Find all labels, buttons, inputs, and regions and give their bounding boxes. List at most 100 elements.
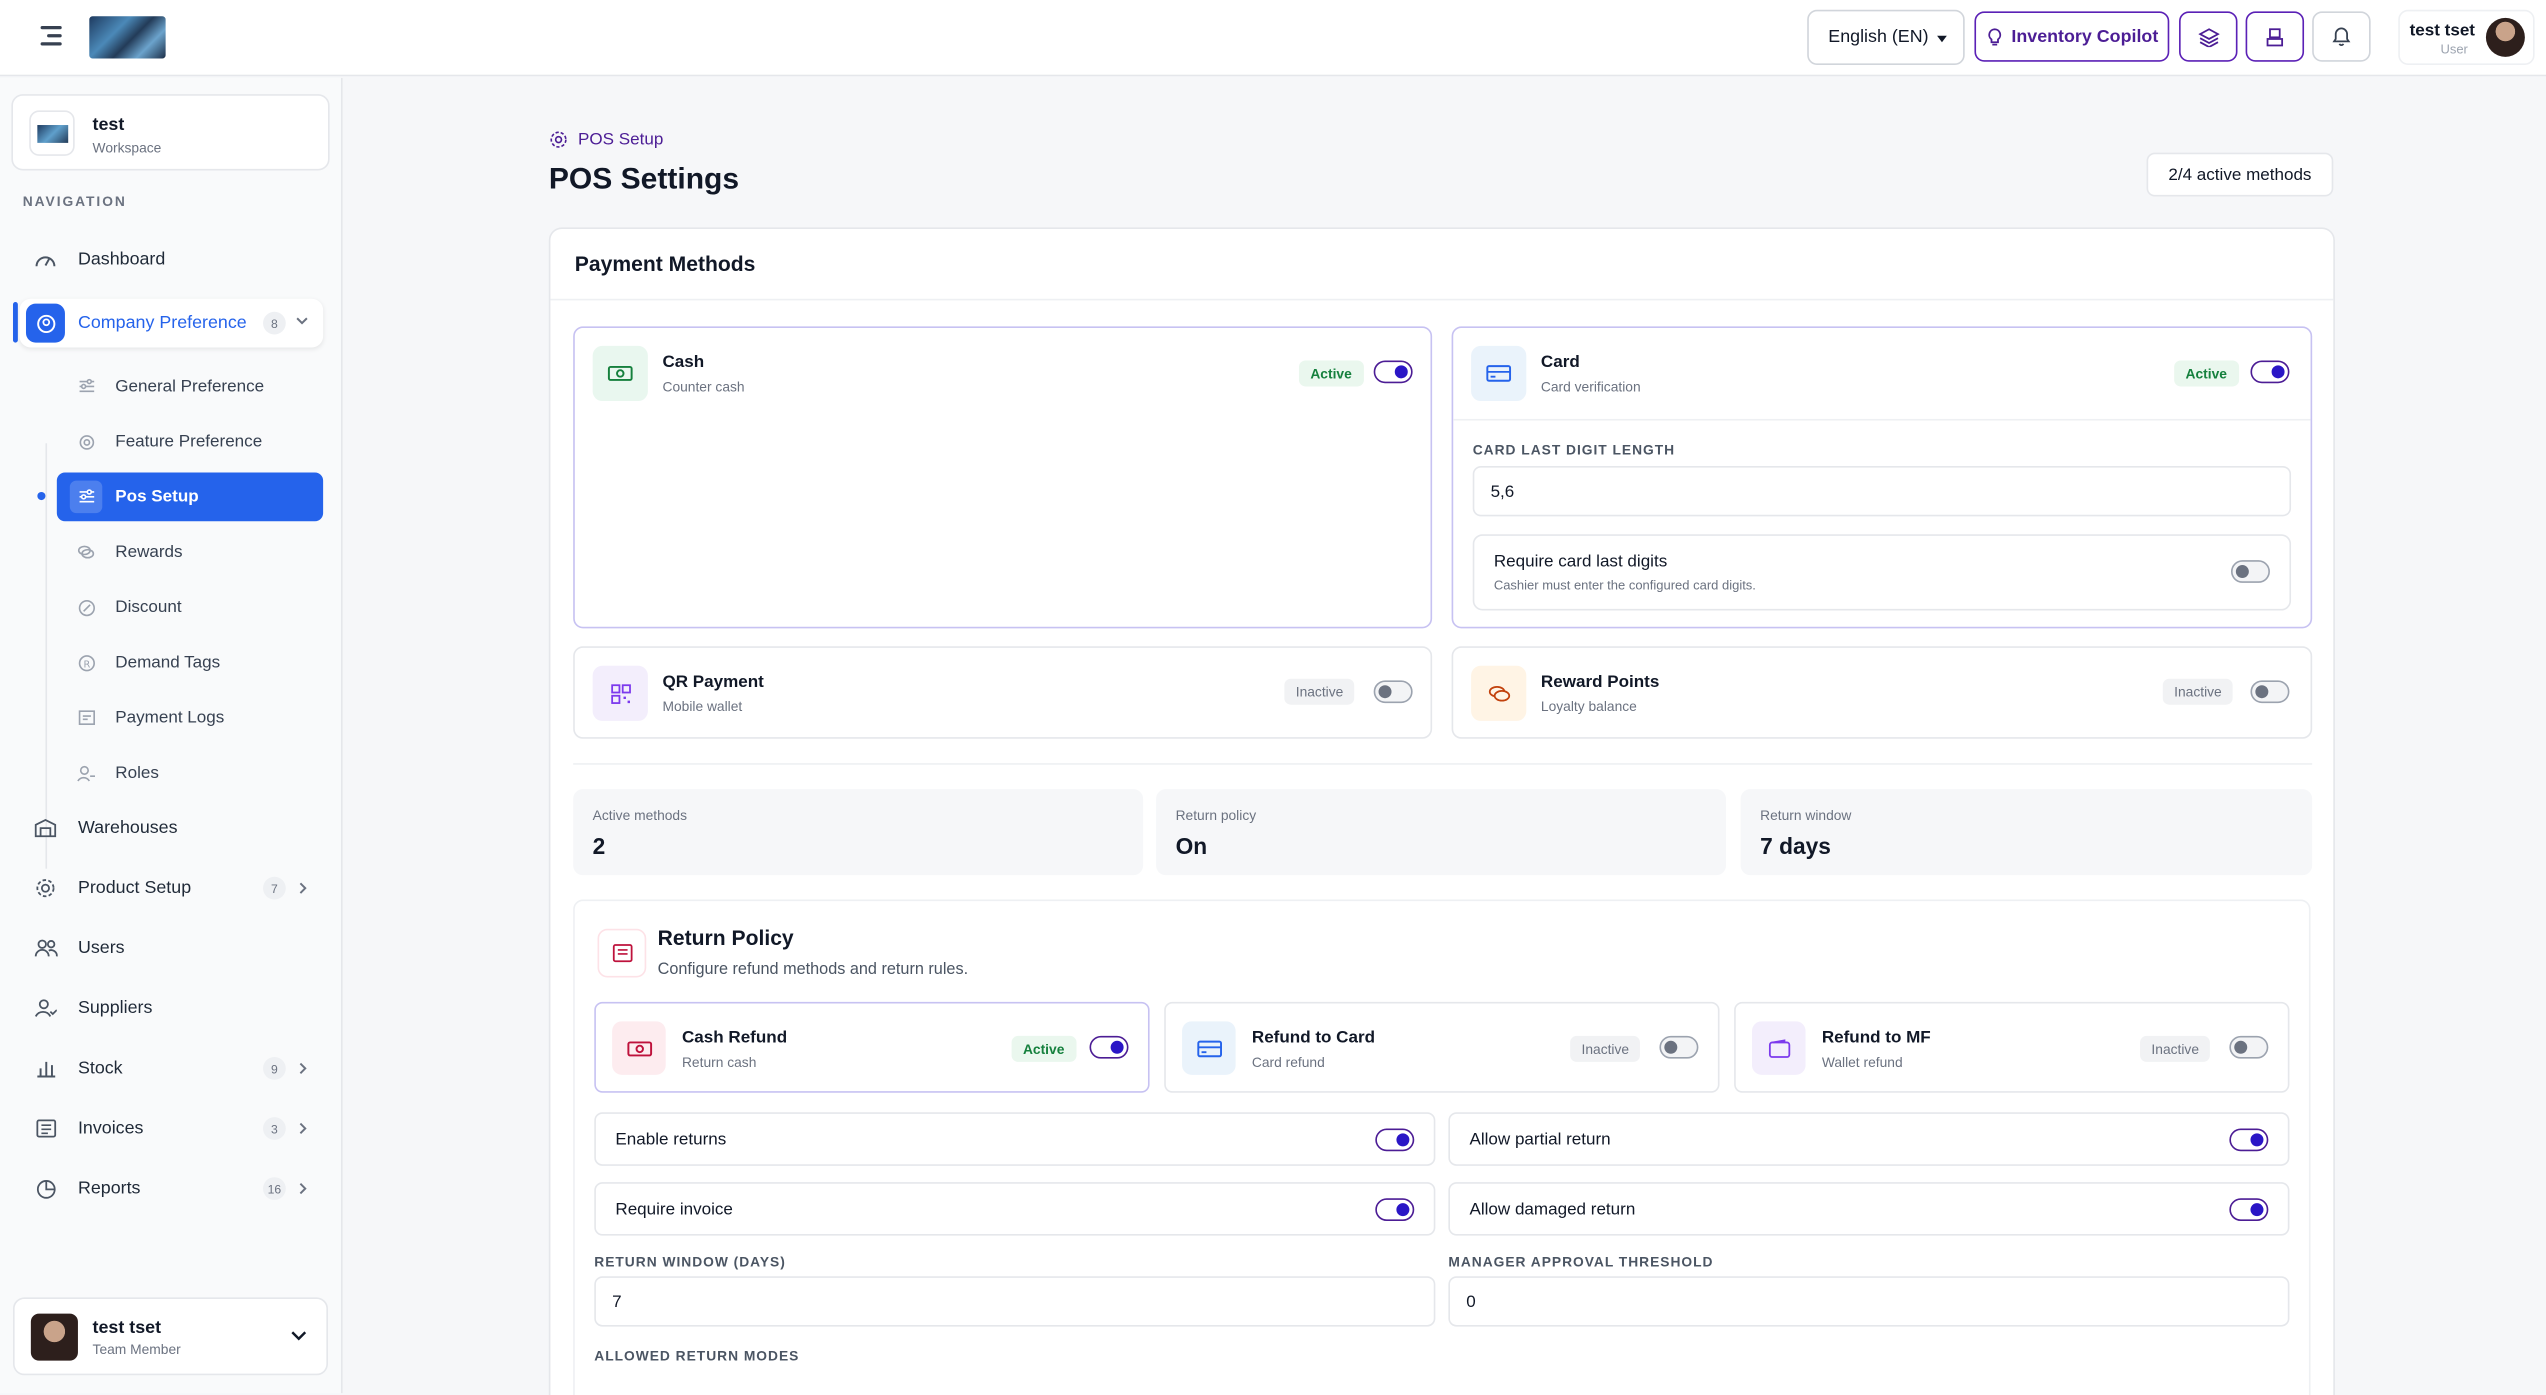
app-logo[interactable] (89, 16, 166, 59)
refund-mode-cash[interactable]: Cash Refund Return cash Active (594, 1001, 1150, 1093)
return-policy-desc: Configure refund methods and return rule… (657, 961, 969, 980)
sidebar-subitem-general-preference[interactable]: General Preference (57, 362, 323, 411)
count-badge: 8 (263, 311, 286, 335)
card-header: Payment Methods (550, 229, 2334, 301)
require-digits-title: Require card last digits (1493, 552, 1668, 572)
cash-refund-toggle[interactable] (1089, 1035, 1129, 1059)
chevron-right-icon[interactable] (299, 1122, 309, 1135)
pos-terminal-button[interactable] (2245, 11, 2305, 62)
sidebar-subitem-demand-tags[interactable]: R Demand Tags (57, 638, 323, 687)
sidebar-item-suppliers[interactable]: Suppliers (19, 984, 323, 1033)
stat-value: 2 (592, 832, 606, 859)
sidebar-item-stock[interactable]: Stock 9 (19, 1044, 323, 1093)
sidebar-item-warehouses[interactable]: Warehouses (19, 804, 323, 853)
workspace-label: Workspace (92, 139, 162, 156)
sidebar-subitem-label: Discount (115, 597, 182, 618)
sidebar-subitem-label: Payment Logs (115, 707, 225, 728)
coins-icon (1471, 665, 1527, 721)
enable-returns-toggle[interactable] (1375, 1128, 1415, 1152)
copilot-label: Inventory Copilot (2011, 26, 2159, 47)
require-invoice-toggle[interactable] (1375, 1198, 1415, 1222)
refund-to-card-toggle[interactable] (1659, 1035, 1699, 1059)
sidebar-item-invoices[interactable]: Invoices 3 (19, 1104, 323, 1153)
stat-label: Return policy (1175, 806, 1257, 824)
approval-threshold-label: MANAGER APPROVAL THRESHOLD (1448, 1253, 1714, 1270)
nav-section-label: NAVIGATION (22, 193, 127, 210)
account-switcher[interactable]: test tset Team Member (12, 1297, 328, 1376)
allow-partial-return-toggle[interactable] (2229, 1128, 2269, 1152)
require-card-digits-toggle[interactable] (2230, 560, 2270, 583)
cash-icon (592, 345, 648, 402)
stat-label: Active methods (592, 806, 688, 824)
status-badge: Active (1298, 360, 1364, 387)
reward-points-toggle[interactable] (2250, 680, 2290, 704)
toggle-label: Require invoice (615, 1199, 733, 1220)
workspace-switcher[interactable]: test Workspace (11, 94, 330, 171)
sidebar-subitem-feature-preference[interactable]: Feature Preference (57, 417, 323, 466)
allow-damaged-return-toggle[interactable] (2229, 1198, 2269, 1222)
sidebar-item-dashboard[interactable]: Dashboard (19, 235, 323, 284)
sidebar-item-label: Warehouses (77, 818, 178, 838)
language-select[interactable]: English (EN) (1807, 9, 1965, 65)
active-dot (37, 491, 46, 501)
payment-method-card[interactable]: Card Card verification Active CARD LAST … (1451, 326, 2313, 629)
refund-mode-name: Refund to MF (1821, 1027, 1931, 1048)
chevron-down-icon[interactable] (296, 317, 309, 327)
chevron-right-icon[interactable] (299, 882, 309, 895)
svg-text:R: R (83, 659, 90, 670)
sidebar-item-label: Stock (77, 1058, 123, 1079)
breadcrumb[interactable]: POS Setup (549, 130, 663, 149)
allowed-return-modes-label: ALLOWED RETURN MODES (594, 1347, 800, 1364)
payment-method-qr[interactable]: QR Payment Mobile wallet Inactive (573, 646, 1433, 739)
payment-method-reward-points[interactable]: Reward Points Loyalty balance Inactive (1451, 646, 2313, 739)
chevron-right-icon[interactable] (299, 1182, 309, 1195)
count-badge: 3 (263, 1117, 286, 1140)
menu-icon[interactable] (40, 25, 62, 45)
coins-icon (70, 536, 102, 568)
inventory-copilot-button[interactable]: Inventory Copilot (1974, 11, 2170, 62)
receipt-icon (70, 701, 102, 733)
refund-mode-mf[interactable]: Refund to MF Wallet refund Inactive (1734, 1001, 2290, 1093)
sidebar-subitem-pos-setup[interactable]: Pos Setup (56, 472, 324, 522)
sidebar-item-company-preference[interactable]: Company Preference 8 (19, 298, 324, 348)
payment-method-cash[interactable]: Cash Counter cash Active (573, 326, 1433, 629)
sidebar-item-reports[interactable]: Reports 16 (19, 1164, 323, 1213)
sidebar-subitem-payment-logs[interactable]: Payment Logs (57, 693, 323, 742)
return-window-label: RETURN WINDOW (DAYS) (594, 1253, 786, 1270)
user-name: test tset (2409, 21, 2475, 41)
approval-threshold-input[interactable]: 0 (1448, 1276, 2290, 1327)
method-name: Card (1540, 352, 1580, 372)
chevron-right-icon[interactable] (299, 1062, 309, 1075)
status-badge: Inactive (1570, 1035, 1641, 1062)
notifications-button[interactable] (2312, 11, 2371, 62)
active-indicator (12, 302, 18, 343)
return-policy-section: Return Policy Configure refund methods a… (573, 899, 2311, 1395)
cash-toggle[interactable] (1373, 360, 1413, 384)
qr-toggle[interactable] (1373, 680, 1413, 704)
sidebar-item-users[interactable]: Users (19, 924, 323, 973)
count-badge: 9 (263, 1057, 286, 1080)
main-content: POS Setup POS Settings 2/4 active method… (344, 78, 2546, 1395)
sliders-icon (70, 370, 102, 402)
sidebar-subitem-label: Feature Preference (115, 431, 263, 452)
require-card-digits-row: Require card last digits Cashier must en… (1472, 534, 2292, 611)
active-methods-badge: 2/4 active methods (2146, 152, 2334, 197)
gear-icon (26, 869, 65, 908)
toggle-label: Allow damaged return (1469, 1199, 1636, 1220)
allow-partial-return-row: Allow partial return (1448, 1112, 2290, 1166)
count-badge: 16 (263, 1177, 286, 1200)
layers-button[interactable] (2179, 11, 2238, 62)
chevron-down-icon (291, 1331, 307, 1341)
refund-to-mf-toggle[interactable] (2229, 1035, 2269, 1059)
sidebar-item-product-setup[interactable]: Product Setup 7 (19, 864, 323, 913)
card-digit-length-input[interactable]: 5,6 (1472, 466, 2292, 517)
card-toggle[interactable] (2250, 360, 2290, 384)
return-window-input[interactable]: 7 (594, 1276, 1436, 1327)
invoice-icon (26, 1109, 65, 1148)
method-name: QR Payment (662, 672, 764, 692)
sidebar-subitem-discount[interactable]: Discount (57, 583, 323, 632)
sidebar-subitem-rewards[interactable]: Rewards (57, 528, 323, 577)
refund-mode-card[interactable]: Refund to Card Card refund Inactive (1164, 1001, 1720, 1093)
sidebar-subitem-roles[interactable]: Roles (57, 749, 323, 798)
user-menu[interactable]: test tset User (2398, 9, 2535, 65)
